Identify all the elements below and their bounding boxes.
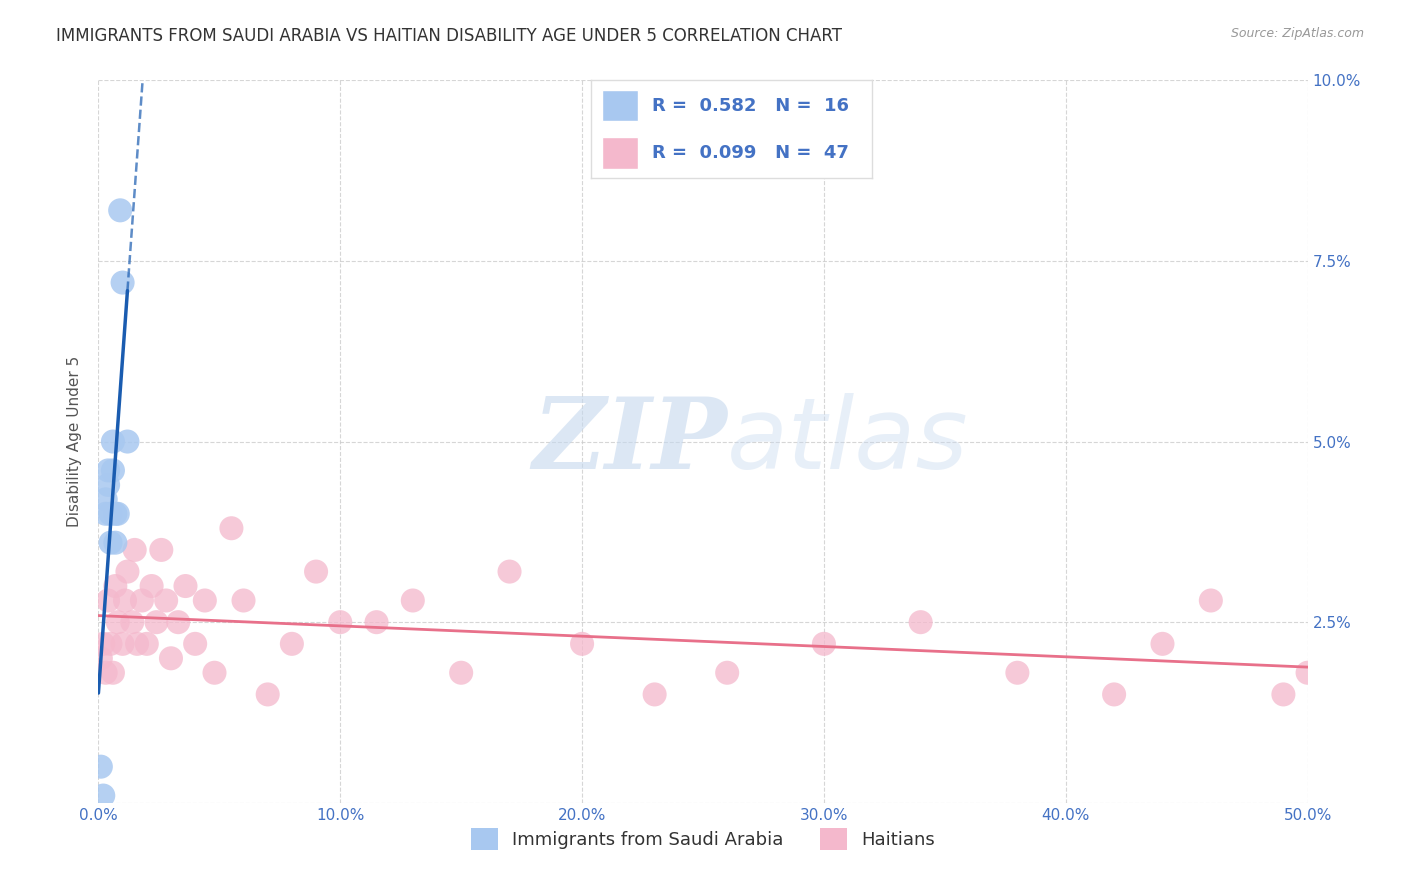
Text: R =  0.582   N =  16: R = 0.582 N = 16 bbox=[652, 97, 849, 115]
Point bbox=[174, 579, 197, 593]
Point bbox=[94, 507, 117, 521]
Point bbox=[104, 507, 127, 521]
Point bbox=[97, 478, 120, 492]
Point bbox=[1199, 593, 1222, 607]
Point bbox=[94, 665, 117, 680]
Point bbox=[100, 637, 122, 651]
Point bbox=[131, 593, 153, 607]
Point bbox=[97, 593, 120, 607]
Text: IMMIGRANTS FROM SAUDI ARABIA VS HAITIAN DISABILITY AGE UNDER 5 CORRELATION CHART: IMMIGRANTS FROM SAUDI ARABIA VS HAITIAN … bbox=[56, 27, 842, 45]
Text: R =  0.099   N =  47: R = 0.099 N = 47 bbox=[652, 144, 849, 161]
Point bbox=[281, 637, 304, 651]
Point bbox=[114, 593, 136, 607]
Point bbox=[1152, 637, 1174, 651]
Bar bbox=[602, 90, 638, 121]
Legend: Immigrants from Saudi Arabia, Haitians: Immigrants from Saudi Arabia, Haitians bbox=[461, 819, 945, 859]
Point bbox=[160, 651, 183, 665]
Point bbox=[450, 665, 472, 680]
Point bbox=[91, 789, 114, 803]
Bar bbox=[602, 137, 638, 169]
Y-axis label: Disability Age Under 5: Disability Age Under 5 bbox=[67, 356, 83, 527]
Point bbox=[100, 535, 122, 549]
Point bbox=[101, 463, 124, 477]
Point bbox=[1007, 665, 1029, 680]
Point bbox=[1272, 687, 1295, 701]
Point bbox=[111, 276, 134, 290]
Point bbox=[101, 665, 124, 680]
Point bbox=[155, 593, 177, 607]
Point bbox=[366, 615, 388, 630]
Point bbox=[204, 665, 226, 680]
Point bbox=[1102, 687, 1125, 701]
Point bbox=[94, 492, 117, 507]
Point bbox=[101, 434, 124, 449]
Point bbox=[121, 615, 143, 630]
Point bbox=[141, 579, 163, 593]
Point bbox=[167, 615, 190, 630]
Point bbox=[232, 593, 254, 607]
Point bbox=[107, 507, 129, 521]
Point bbox=[111, 637, 134, 651]
Point bbox=[135, 637, 157, 651]
Point bbox=[150, 542, 173, 557]
Point bbox=[813, 637, 835, 651]
Point bbox=[117, 434, 139, 449]
Point bbox=[305, 565, 328, 579]
Point bbox=[329, 615, 352, 630]
Point bbox=[194, 593, 217, 607]
Point bbox=[256, 687, 278, 701]
Text: ZIP: ZIP bbox=[533, 393, 727, 490]
Point bbox=[124, 542, 146, 557]
Point bbox=[910, 615, 932, 630]
Point bbox=[402, 593, 425, 607]
Point bbox=[571, 637, 593, 651]
Text: Source: ZipAtlas.com: Source: ZipAtlas.com bbox=[1230, 27, 1364, 40]
Point bbox=[716, 665, 738, 680]
Point bbox=[104, 579, 127, 593]
Point bbox=[127, 637, 149, 651]
Point bbox=[90, 760, 112, 774]
Point bbox=[108, 203, 131, 218]
Point bbox=[117, 565, 139, 579]
Point bbox=[184, 637, 207, 651]
Point bbox=[104, 535, 127, 549]
Point bbox=[221, 521, 243, 535]
Point bbox=[97, 463, 120, 477]
Point bbox=[100, 507, 122, 521]
Point bbox=[644, 687, 666, 701]
Point bbox=[498, 565, 520, 579]
Point bbox=[91, 637, 114, 651]
Point bbox=[1296, 665, 1319, 680]
Point bbox=[90, 651, 112, 665]
Point bbox=[145, 615, 167, 630]
Point bbox=[107, 615, 129, 630]
Text: atlas: atlas bbox=[727, 393, 969, 490]
